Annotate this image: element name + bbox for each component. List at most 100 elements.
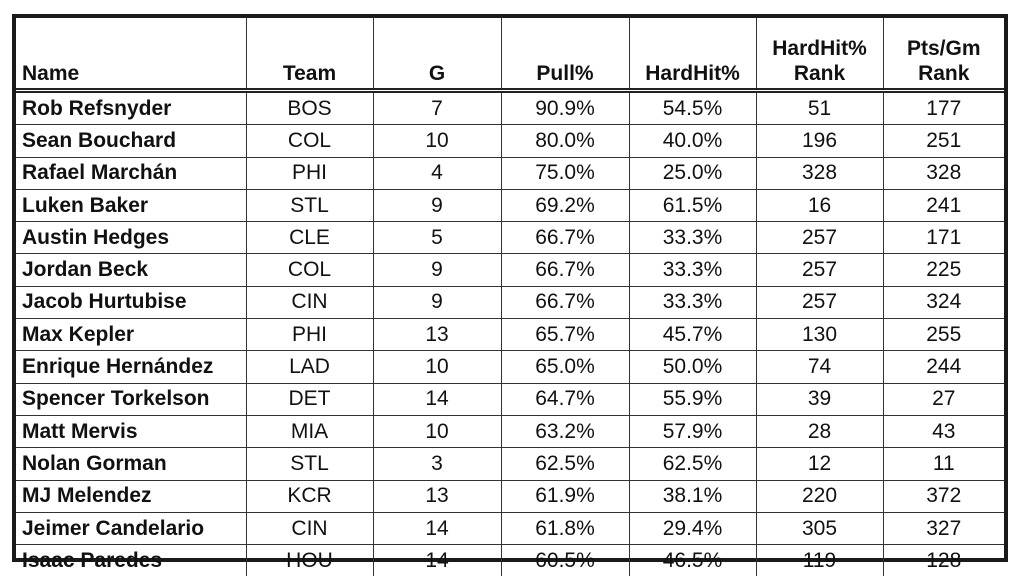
- team-cell: CLE: [246, 221, 374, 255]
- player-name-cell: MJ Melendez: [16, 480, 247, 513]
- hardhit-pct-cell: 25.0%: [629, 157, 757, 190]
- games-cell: 14: [373, 383, 502, 416]
- games-cell: 4: [373, 157, 502, 190]
- pull-pct-cell: 64.7%: [501, 383, 630, 416]
- header-name: Name: [16, 18, 247, 93]
- player-name-cell: Spencer Torkelson: [16, 383, 247, 416]
- player-name-cell: Jacob Hurtubise: [16, 286, 247, 320]
- team-cell: LAD: [246, 350, 374, 384]
- header-hardhit-rank: HardHit% Rank: [756, 18, 884, 93]
- pts-rank-cell: 251: [883, 124, 1004, 158]
- header-pts-rank-line2: Rank: [918, 62, 970, 85]
- games-cell: 13: [373, 480, 502, 513]
- pts-rank-cell: 177: [883, 90, 1004, 126]
- games-cell: 7: [373, 90, 502, 126]
- hardhit-pct-cell: 62.5%: [629, 447, 757, 481]
- hardhit-pct-cell: 46.5%: [629, 544, 757, 577]
- header-hardhit-rank-line2: Rank: [793, 62, 846, 85]
- pull-pct-cell: 61.8%: [501, 512, 630, 546]
- hardhit-rank-cell: 257: [756, 253, 884, 287]
- hardhit-rank-cell: 257: [756, 221, 884, 255]
- header-pull-pct: Pull%: [501, 18, 630, 93]
- pull-pct-cell: 65.7%: [501, 318, 630, 352]
- team-cell: CIN: [246, 286, 374, 320]
- hardhit-pct-cell: 54.5%: [629, 90, 757, 126]
- pull-pct-cell: 62.5%: [501, 447, 630, 481]
- hardhit-rank-cell: 12: [756, 447, 884, 481]
- hardhit-rank-cell: 39: [756, 383, 884, 416]
- games-cell: 10: [373, 124, 502, 158]
- team-cell: DET: [246, 383, 374, 416]
- player-name-cell: Rafael Marchán: [16, 157, 247, 190]
- pts-rank-cell: 171: [883, 221, 1004, 255]
- player-name-cell: Isaac Paredes: [16, 544, 247, 577]
- games-cell: 9: [373, 253, 502, 287]
- pull-pct-cell: 66.7%: [501, 253, 630, 287]
- player-name-cell: Austin Hedges: [16, 221, 247, 255]
- hardhit-rank-cell: 196: [756, 124, 884, 158]
- pts-rank-cell: 225: [883, 253, 1004, 287]
- player-name-cell: Luken Baker: [16, 189, 247, 223]
- team-cell: COL: [246, 253, 374, 287]
- stats-table-frame: Name Team G Pull% HardHit% HardHit% Rank…: [12, 14, 1008, 577]
- table-row: Jacob Hurtubise CIN 9 66.7% 33.3% 257 324: [16, 286, 1004, 320]
- table-row: Nolan Gorman STL 3 62.5% 62.5% 12 11: [16, 447, 1004, 481]
- pts-rank-cell: 241: [883, 189, 1004, 223]
- hardhit-pct-cell: 50.0%: [629, 350, 757, 384]
- pts-rank-cell: 324: [883, 286, 1004, 320]
- pts-rank-cell: 244: [883, 350, 1004, 384]
- pts-rank-cell: 11: [883, 447, 1004, 481]
- hardhit-pct-cell: 61.5%: [629, 189, 757, 223]
- hardhit-pct-cell: 57.9%: [629, 415, 757, 449]
- pull-pct-cell: 75.0%: [501, 157, 630, 190]
- table-row: Isaac Paredes HOU 14 60.5% 46.5% 119 128: [16, 544, 1004, 577]
- pull-pct-cell: 63.2%: [501, 415, 630, 449]
- table-row: Austin Hedges CLE 5 66.7% 33.3% 257 171: [16, 221, 1004, 255]
- table-row: Matt Mervis MIA 10 63.2% 57.9% 28 43: [16, 415, 1004, 449]
- team-cell: STL: [246, 189, 374, 223]
- table-row: Jordan Beck COL 9 66.7% 33.3% 257 225: [16, 253, 1004, 287]
- games-cell: 10: [373, 350, 502, 384]
- pts-rank-cell: 128: [926, 548, 962, 572]
- player-name-cell: Matt Mervis: [16, 415, 247, 449]
- hardhit-pct-cell: 40.0%: [629, 124, 757, 158]
- pull-pct-cell: 66.7%: [501, 286, 630, 320]
- pull-pct-cell: 60.5%: [501, 544, 630, 577]
- team-cell: HOU: [246, 544, 374, 577]
- games-cell: 14: [373, 544, 502, 577]
- pts-rank-cell: 43: [883, 415, 1004, 449]
- player-name-cell: Enrique Hernández: [16, 350, 247, 384]
- table-row: Sean Bouchard COL 10 80.0% 40.0% 196 251: [16, 124, 1004, 158]
- pts-rank-cell: 255: [883, 318, 1004, 352]
- hardhit-pct-cell: 29.4%: [629, 512, 757, 546]
- pull-pct-cell: 65.0%: [501, 350, 630, 384]
- pull-pct-cell: 80.0%: [501, 124, 630, 158]
- pull-pct-cell: 61.9%: [501, 480, 630, 513]
- games-cell: 9: [373, 189, 502, 223]
- hardhit-rank-cell: 220: [756, 480, 884, 513]
- header-row: Name Team G Pull% HardHit% HardHit% Rank…: [16, 18, 1004, 93]
- hardhit-pct-cell: 45.7%: [629, 318, 757, 352]
- hardhit-rank-cell: 257: [756, 286, 884, 320]
- header-games: G: [373, 18, 502, 93]
- team-cell: MIA: [246, 415, 374, 449]
- hardhit-pct-cell: 33.3%: [629, 221, 757, 255]
- header-team: Team: [246, 18, 374, 93]
- hardhit-rank-cell: 328: [756, 157, 884, 190]
- player-name-cell: Jordan Beck: [16, 253, 247, 287]
- team-cell: STL: [246, 447, 374, 481]
- hardhit-rank-cell: 74: [756, 350, 884, 384]
- pull-pct-cell: 69.2%: [501, 189, 630, 223]
- team-cell: COL: [246, 124, 374, 158]
- table-row: Luken Baker STL 9 69.2% 61.5% 16 241: [16, 189, 1004, 223]
- hardhit-rank-cell: 305: [756, 512, 884, 546]
- hardhit-rank-cell: 130: [756, 318, 884, 352]
- games-cell: 5: [373, 221, 502, 255]
- player-name-cell: Rob Refsnyder: [16, 90, 247, 126]
- team-cell: PHI: [246, 157, 374, 190]
- pts-rank-cell: 328: [883, 157, 1004, 190]
- table-row: Jeimer Candelario CIN 14 61.8% 29.4% 305 327: [16, 512, 1004, 546]
- games-cell: 10: [373, 415, 502, 449]
- pull-rate-table: Name Team G Pull% HardHit% HardHit% Rank…: [16, 18, 1004, 577]
- pull-pct-cell: 66.7%: [501, 221, 630, 255]
